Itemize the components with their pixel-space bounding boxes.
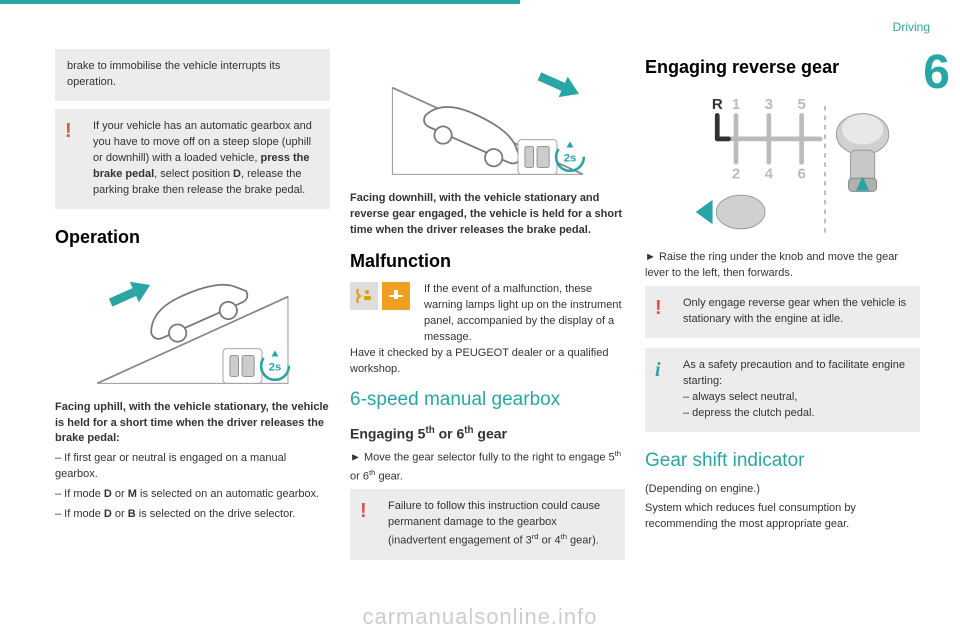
- gsi-depends: (Depending on engine.): [645, 482, 920, 498]
- uphill-item-2: – If mode D or M is selected on an autom…: [55, 487, 330, 503]
- esc-warning-icon: [350, 282, 378, 310]
- uphill-item-3: – If mode D or B is selected on the driv…: [55, 507, 330, 523]
- section-header: Driving: [893, 20, 930, 34]
- uphill-intro: Facing uphill, with the vehicle stationa…: [55, 400, 330, 448]
- continuation-box: brake to immobilise the vehicle interrup…: [55, 49, 330, 101]
- downhill-text: Facing downhill, with the vehicle statio…: [350, 191, 625, 239]
- page-columns: brake to immobilise the vehicle interrup…: [0, 4, 960, 590]
- column-3: Engaging reverse gear R 1 3 5: [645, 49, 920, 570]
- gsi-desc: System which reduces fuel consumption by…: [645, 501, 920, 533]
- warning-reverse-idle: Only engage reverse gear when the vehicl…: [645, 286, 920, 338]
- engage-56-text: ► Move the gear selector fully to the ri…: [350, 448, 625, 485]
- illustration-uphill: 2s: [55, 262, 330, 392]
- column-2: 2s Facing downhill, with the vehicle sta…: [350, 49, 625, 570]
- malfunction-text: If the event of a malfunction, these war…: [424, 282, 625, 346]
- watermark: carmanualsonline.info: [0, 604, 960, 630]
- chapter-number: 6: [923, 45, 950, 100]
- svg-text:4: 4: [764, 165, 773, 182]
- heading-operation: Operation: [55, 227, 330, 248]
- svg-text:2s: 2s: [564, 152, 577, 164]
- svg-text:5: 5: [797, 96, 805, 113]
- warning-gearbox-damage: Failure to follow this instruction could…: [350, 489, 625, 559]
- uphill-item-1: – If first gear or neutral is engaged on…: [55, 451, 330, 483]
- illustration-downhill: 2s: [350, 53, 625, 183]
- heading-gear-shift-indicator: Gear shift indicator: [645, 450, 920, 472]
- malfunction-text-2: Have it checked by a PEUGEOT dealer or a…: [350, 346, 625, 378]
- reverse-instruction: ► Raise the ring under the knob and move…: [645, 250, 920, 282]
- warning-auto-gearbox: If your vehicle has an automatic gearbox…: [55, 109, 330, 209]
- svg-text:2s: 2s: [269, 361, 282, 373]
- heading-malfunction: Malfunction: [350, 251, 625, 272]
- svg-text:3: 3: [764, 96, 772, 113]
- malfunction-icons: [350, 282, 410, 310]
- info-item-2: – depress the clutch pedal.: [683, 407, 814, 419]
- column-1: brake to immobilise the vehicle interrup…: [55, 49, 330, 570]
- svg-text:R: R: [711, 96, 722, 113]
- illustration-reverse-gear: R 1 3 5 2 4 6: [645, 92, 920, 242]
- malfunction-row: If the event of a malfunction, these war…: [350, 282, 625, 346]
- info-item-1: – always select neutral,: [683, 391, 797, 403]
- service-warning-icon: [382, 282, 410, 310]
- heading-reverse: Engaging reverse gear: [645, 57, 920, 78]
- svg-text:6: 6: [797, 165, 805, 182]
- heading-engaging-56: Engaging 5th or 6th gear: [350, 425, 625, 442]
- info-safety-precaution: As a safety precaution and to facilitate…: [645, 348, 920, 432]
- svg-text:2: 2: [731, 165, 739, 182]
- svg-text:1: 1: [731, 96, 739, 113]
- heading-6speed: 6-speed manual gearbox: [350, 389, 625, 411]
- info-intro: As a safety precaution and to facilitate…: [683, 359, 905, 387]
